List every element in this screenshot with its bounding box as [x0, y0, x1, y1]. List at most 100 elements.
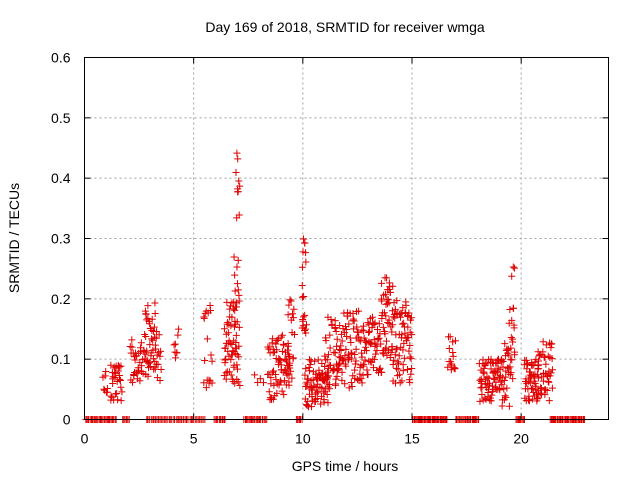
data-point — [401, 329, 409, 337]
data-point — [507, 334, 515, 342]
data-point — [381, 330, 389, 338]
data-point — [151, 299, 159, 307]
data-point — [481, 360, 489, 368]
data-point — [232, 331, 240, 339]
data-point — [544, 378, 552, 386]
data-point — [383, 274, 391, 282]
data-point — [236, 182, 244, 190]
data-point — [404, 365, 412, 373]
data-point — [479, 396, 487, 404]
data-point — [148, 335, 156, 343]
data-point — [508, 356, 516, 364]
data-point — [341, 329, 349, 337]
data-point — [547, 340, 555, 348]
data-point — [289, 314, 297, 322]
data-point — [116, 376, 124, 384]
data-point — [103, 384, 111, 392]
data-point — [372, 350, 380, 358]
data-point — [278, 331, 286, 339]
data-point — [399, 361, 407, 369]
data-point — [312, 370, 320, 378]
data-point — [335, 353, 343, 361]
data-point — [233, 318, 241, 326]
data-point — [290, 305, 298, 313]
data-point — [273, 346, 281, 354]
data-point — [383, 295, 391, 303]
data-point — [347, 339, 355, 347]
data-point — [151, 365, 159, 373]
data-point — [407, 370, 415, 378]
y-tick-label: 0.3 — [51, 231, 71, 247]
data-point — [157, 347, 165, 355]
data-point — [375, 334, 383, 342]
data-point — [445, 344, 453, 352]
data-point — [408, 331, 416, 339]
data-point — [284, 346, 292, 354]
data-point — [222, 375, 230, 383]
data-point — [378, 279, 386, 287]
data-point — [171, 348, 179, 356]
data-point — [299, 235, 307, 243]
data-point — [533, 371, 541, 379]
data-point — [156, 377, 164, 385]
data-point — [173, 349, 181, 357]
data-point — [288, 374, 296, 382]
data-point — [150, 333, 158, 341]
data-point — [318, 384, 326, 392]
data-point — [322, 337, 330, 345]
data-point — [341, 380, 349, 388]
chart-title: Day 169 of 2018, SRMTID for receiver wmg… — [205, 19, 485, 35]
data-point — [382, 290, 390, 298]
data-point — [500, 385, 508, 393]
data-point — [449, 352, 457, 360]
data-point — [368, 313, 376, 321]
y-tick-label: 0.6 — [51, 50, 71, 66]
data-point — [231, 287, 239, 295]
data-point — [101, 372, 109, 380]
data-point — [256, 375, 264, 383]
data-point — [144, 372, 152, 380]
data-point — [452, 337, 460, 345]
data-point — [543, 387, 551, 395]
data-point — [324, 372, 332, 380]
data-point — [370, 355, 378, 363]
data-point — [302, 365, 310, 373]
data-point — [280, 377, 288, 385]
data-point — [350, 317, 358, 325]
data-point — [285, 301, 293, 309]
data-point — [305, 364, 313, 372]
data-point — [404, 312, 412, 320]
data-point — [278, 387, 286, 395]
data-point — [388, 328, 396, 336]
data-point — [251, 371, 259, 379]
data-point — [342, 345, 350, 353]
data-point — [326, 362, 334, 370]
data-point — [498, 402, 506, 410]
data-point — [223, 298, 231, 306]
data-point — [448, 360, 456, 368]
data-point — [302, 329, 310, 337]
data-point — [233, 361, 241, 369]
x-tick-label: 20 — [513, 431, 529, 447]
data-point — [501, 392, 509, 400]
data-point — [539, 348, 547, 356]
data-point — [487, 355, 495, 363]
data-point — [488, 391, 496, 399]
data-point — [406, 342, 414, 350]
data-point — [386, 353, 394, 361]
data-point — [394, 358, 402, 366]
data-point — [224, 347, 232, 355]
data-point — [142, 350, 150, 358]
data-point — [274, 336, 282, 344]
data-point — [347, 378, 355, 386]
data-point — [332, 328, 340, 336]
data-point — [114, 367, 122, 375]
data-point — [382, 300, 390, 308]
data-point — [300, 293, 308, 301]
data-point — [319, 376, 327, 384]
data-point — [113, 390, 121, 398]
data-point — [402, 298, 410, 306]
data-point — [337, 330, 345, 338]
data-point — [406, 353, 414, 361]
data-point — [303, 380, 311, 388]
